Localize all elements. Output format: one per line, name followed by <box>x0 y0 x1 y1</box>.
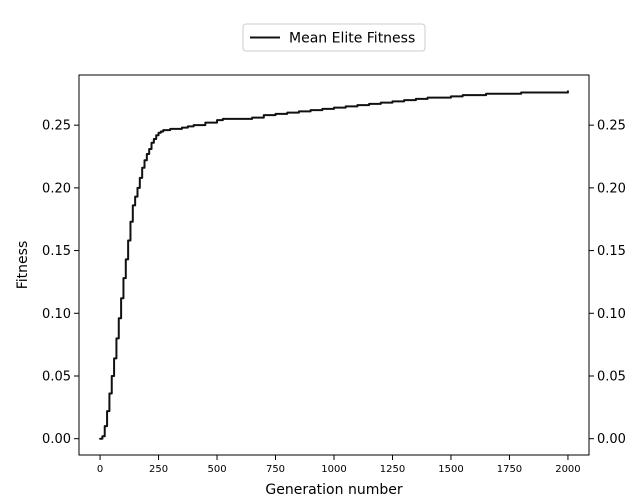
y-tick-label-right: 0.00 <box>597 432 626 447</box>
legend-label: Mean Elite Fitness <box>289 31 415 47</box>
y-tick-label-right: 0.20 <box>597 181 626 196</box>
axes-frame <box>78 74 590 456</box>
y-tick-label-right: 0.15 <box>597 244 626 259</box>
x-tick-label: 2000 <box>555 464 580 475</box>
y-tick-label-left: 0.25 <box>42 119 71 134</box>
x-tick-label: 500 <box>207 464 226 475</box>
y-axis-left: 0.00 0.05 0.10 0.15 0.20 0.25 <box>42 119 79 447</box>
plot-area: 0.00 0.05 0.10 0.15 0.20 0.25 0.00 0.05 0.10 0.1… <box>42 74 626 475</box>
y-tick-label-left: 0.15 <box>42 244 71 259</box>
y-axis-label: Fitness <box>15 241 31 290</box>
y-tick-label-right: 0.05 <box>597 369 626 384</box>
y-tick-label-left: 0.05 <box>42 369 71 384</box>
x-tick-label: 1500 <box>438 464 463 475</box>
legend: Mean Elite Fitness <box>242 23 426 52</box>
legend-box <box>242 23 426 52</box>
x-tick-label: 750 <box>266 464 285 475</box>
y-tick-label-right: 0.25 <box>597 119 626 134</box>
x-axis: 0 250 500 750 1000 1250 1500 1750 2000 <box>97 455 581 475</box>
x-tick-label: 1000 <box>321 464 346 475</box>
series-line-mean-elite-fitness <box>99 90 569 440</box>
y-axis-right: 0.00 0.05 0.10 0.15 0.20 0.25 <box>589 119 626 447</box>
x-tick-label: 1250 <box>380 464 405 475</box>
y-tick-label-left: 0.20 <box>42 181 71 196</box>
y-tick-label-right: 0.10 <box>597 307 626 322</box>
x-axis-label: Generation number <box>265 482 402 498</box>
y-tick-label-left: 0.00 <box>42 432 71 447</box>
x-tick-label: 1750 <box>497 464 522 475</box>
x-tick-label: 250 <box>149 464 168 475</box>
y-tick-label-left: 0.10 <box>42 307 71 322</box>
x-tick-label: 0 <box>97 464 103 475</box>
